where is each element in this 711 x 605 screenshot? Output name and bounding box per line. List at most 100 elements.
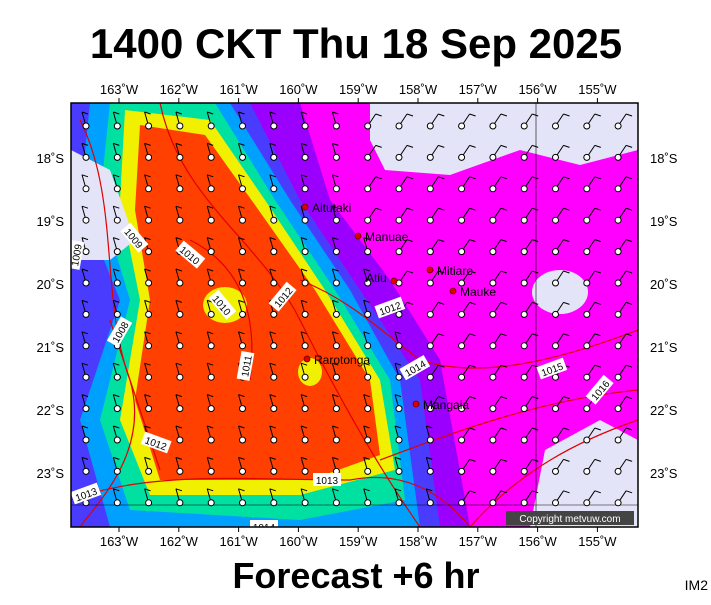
wind-barb-flag bbox=[81, 205, 89, 209]
wind-barb-flag bbox=[363, 394, 370, 398]
wind-barb-flag bbox=[469, 144, 476, 148]
map-frame bbox=[70, 102, 639, 528]
wind-station bbox=[395, 310, 403, 318]
wind-station bbox=[207, 467, 215, 475]
wind-station bbox=[552, 499, 559, 507]
wind-barb-flag bbox=[438, 113, 445, 117]
wind-barb-flag bbox=[563, 427, 570, 431]
isobar-label-box bbox=[236, 350, 255, 381]
wind-barb-flag bbox=[469, 490, 476, 494]
wind-station bbox=[520, 279, 528, 287]
wind-barb-flag bbox=[363, 268, 370, 272]
wind-barb-flag bbox=[563, 490, 570, 494]
wind-station bbox=[82, 436, 90, 444]
wind-barb-flag bbox=[532, 270, 539, 274]
wind-station bbox=[583, 248, 591, 256]
wind-barb-flag bbox=[426, 456, 433, 460]
lat-label-left: 23˚S bbox=[37, 466, 65, 481]
wind-station bbox=[82, 122, 90, 130]
wind-station bbox=[395, 248, 403, 256]
wind-barb-flag bbox=[144, 205, 151, 209]
wind-station bbox=[207, 153, 215, 161]
wind-barb-flag bbox=[332, 174, 339, 178]
wind-station bbox=[489, 216, 497, 224]
wind-barb-flag bbox=[300, 425, 308, 429]
wind-barb-flag bbox=[175, 174, 183, 178]
wind-barb-flag bbox=[500, 144, 508, 148]
wind-station bbox=[520, 373, 528, 381]
wind-barb-flag bbox=[332, 237, 339, 241]
wind-barb-flag bbox=[269, 488, 276, 492]
wind-barb-flag bbox=[469, 113, 476, 117]
wind-barb-flag bbox=[113, 205, 120, 209]
wind-station bbox=[207, 279, 215, 287]
wind-station bbox=[145, 248, 153, 256]
wind-station bbox=[614, 405, 622, 413]
wind-station bbox=[458, 436, 466, 444]
wind-barb-flag bbox=[300, 111, 308, 115]
island-name: Aitutaki bbox=[312, 201, 351, 215]
wind-barb-flag bbox=[563, 176, 570, 180]
wind-station bbox=[207, 405, 215, 413]
wind-station bbox=[332, 185, 340, 193]
wind-barb-flag bbox=[438, 301, 445, 305]
wind-barb-flag bbox=[469, 396, 476, 400]
wind-station bbox=[614, 342, 622, 350]
wind-station bbox=[552, 373, 559, 381]
wind-station bbox=[364, 248, 372, 256]
wind-station bbox=[426, 436, 434, 444]
wind-station bbox=[552, 342, 559, 350]
wind-barb-flag bbox=[438, 239, 445, 243]
lon-label-bottom: 158˚W bbox=[399, 534, 438, 549]
wind-station bbox=[113, 310, 121, 318]
isobar-label-box bbox=[374, 296, 406, 319]
wind-barb-flag bbox=[594, 176, 601, 180]
wind-station bbox=[489, 342, 497, 350]
wind-station bbox=[426, 342, 434, 350]
wind-barb-flag bbox=[394, 456, 402, 460]
wind-station bbox=[207, 373, 215, 381]
wind-barb-flag bbox=[438, 364, 445, 368]
wind-barb-flag bbox=[406, 176, 414, 180]
wind-station bbox=[395, 122, 403, 130]
wind-barb-flag bbox=[363, 237, 370, 241]
wind-station bbox=[113, 153, 121, 161]
wind-station bbox=[145, 310, 153, 318]
wind-barb-flag bbox=[394, 488, 402, 492]
wind-station bbox=[489, 467, 497, 475]
wind-station bbox=[301, 216, 309, 224]
wind-station bbox=[145, 185, 153, 193]
wind-barb-flag bbox=[363, 299, 370, 303]
wind-station bbox=[552, 279, 559, 287]
lon-label-bottom: 161˚W bbox=[219, 534, 258, 549]
wind-station bbox=[552, 153, 559, 161]
wind-station bbox=[332, 153, 340, 161]
wind-station bbox=[614, 122, 622, 130]
wind-barb-flag bbox=[394, 331, 402, 335]
wind-station bbox=[395, 436, 403, 444]
wind-station bbox=[520, 153, 528, 161]
wind-barb-flag bbox=[625, 270, 633, 274]
wind-barb-flag bbox=[594, 113, 601, 117]
wind-barb-flag bbox=[469, 239, 476, 243]
wind-station bbox=[239, 122, 246, 130]
image-id: IM2 bbox=[685, 577, 709, 593]
wind-barb-flag bbox=[594, 333, 601, 337]
wind-station bbox=[489, 185, 497, 193]
isobar-label-box bbox=[585, 374, 614, 405]
wind-station bbox=[614, 310, 622, 318]
wind-station bbox=[113, 279, 121, 287]
lon-label-bottom: 160˚W bbox=[279, 534, 318, 549]
wind-station bbox=[489, 279, 497, 287]
island-marker bbox=[390, 277, 398, 285]
wind-barb-flag bbox=[269, 331, 276, 335]
wind-barb-flag bbox=[207, 394, 214, 398]
wind-station bbox=[489, 310, 497, 318]
wind-barb-flag bbox=[563, 144, 570, 148]
wind-station bbox=[82, 216, 90, 224]
lat-label-left: 20˚S bbox=[37, 277, 65, 292]
lon-label-bottom: 156˚W bbox=[518, 534, 557, 549]
wind-station bbox=[82, 279, 90, 287]
wind-station bbox=[301, 373, 309, 381]
